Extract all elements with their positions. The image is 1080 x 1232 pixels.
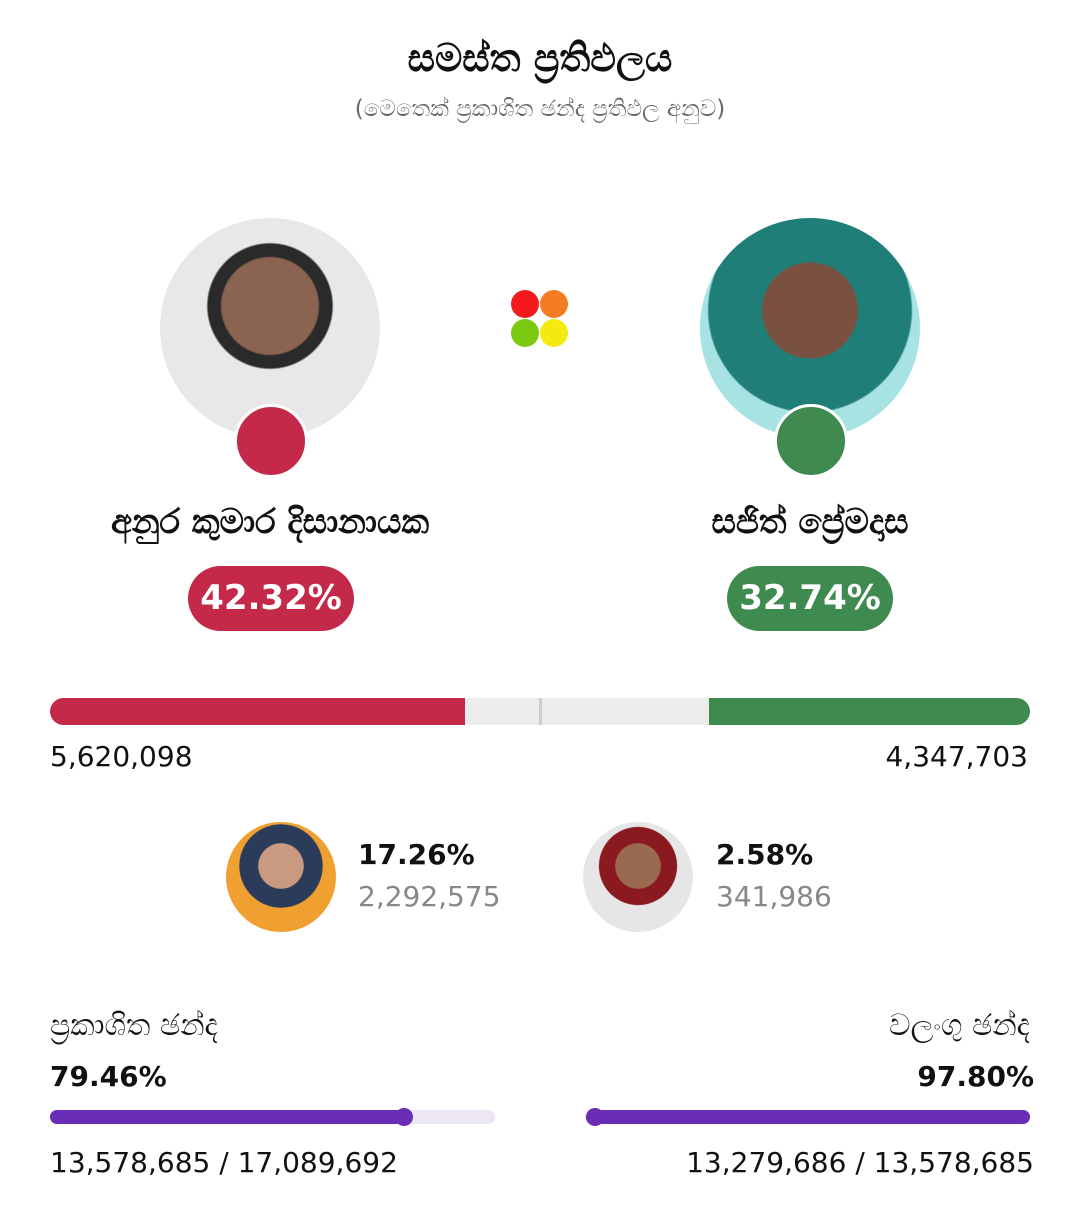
stat-count: 13,279,686 / 13,578,685 (686, 1146, 1034, 1179)
vote-count: 341,986 (716, 880, 832, 913)
vote-count: 5,620,098 (50, 740, 193, 773)
total: 17,089,692 (237, 1146, 398, 1179)
title: සමස්ත ප්‍රතිඵලය (407, 36, 673, 80)
vote-count: 4,347,703 (885, 740, 1028, 773)
result-bar (50, 698, 1030, 725)
total: 13,578,685 (873, 1146, 1034, 1179)
candidate-name: අනුර කුමාර දිසානායක (110, 502, 430, 542)
party-badge (234, 404, 308, 478)
candidate-name: සජිත් ප්‍රේමදාස (711, 502, 909, 542)
count: 13,578,685 (50, 1146, 211, 1179)
separator: / (855, 1146, 865, 1179)
subtitle: (මෙතෙක් ප්‍රකාශිත ඡන්ද ප්‍රතිඵල අනුව) (354, 96, 726, 122)
count: 13,279,686 (686, 1146, 847, 1179)
bar-segment (50, 698, 465, 725)
percent-pill: 32.74% (727, 566, 893, 631)
progress-knob (394, 1108, 413, 1126)
candidate-photo (160, 218, 380, 438)
bar-segment (709, 698, 1030, 725)
candidate-photo (583, 822, 693, 932)
stat-count: 13,578,685 / 17,089,692 (50, 1146, 398, 1179)
separator: / (219, 1146, 229, 1179)
candidate-photo (226, 822, 336, 932)
progress-fill (50, 1110, 404, 1124)
candidate-photo (700, 218, 920, 438)
progress-track (585, 1108, 1030, 1126)
stat-percent: 97.80% (917, 1060, 1034, 1093)
stat-label: වලංගු ඡන්ද (888, 1008, 1030, 1043)
progress-track (50, 1108, 495, 1126)
midpoint (539, 698, 542, 725)
progress-fill (594, 1110, 1030, 1124)
logo (511, 290, 568, 347)
stat-label: ප්‍රකාශිත ඡන්ද (50, 1008, 218, 1043)
stat-percent: 79.46% (50, 1060, 167, 1093)
party-badge (774, 404, 848, 478)
progress-knob (585, 1108, 604, 1126)
percent-pill: 42.32% (188, 566, 354, 631)
percent: 2.58% (716, 838, 814, 871)
vote-count: 2,292,575 (358, 880, 501, 913)
percent: 17.26% (358, 838, 475, 871)
